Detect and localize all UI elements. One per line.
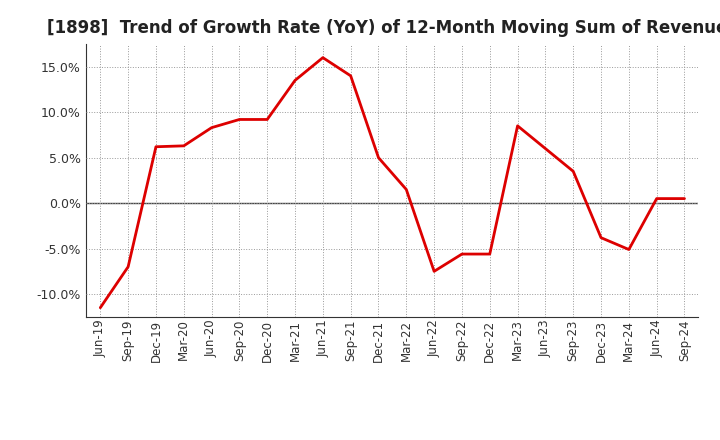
Title: [1898]  Trend of Growth Rate (YoY) of 12-Month Moving Sum of Revenues: [1898] Trend of Growth Rate (YoY) of 12-…: [48, 19, 720, 37]
